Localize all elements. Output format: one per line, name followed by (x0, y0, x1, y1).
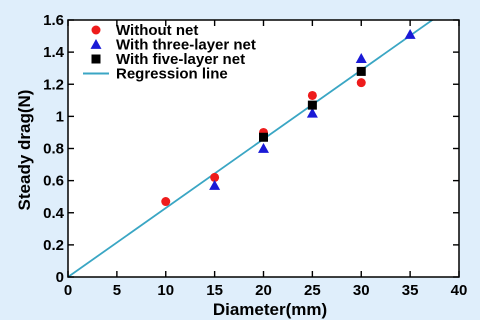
x-tick-label: 35 (402, 282, 419, 299)
x-tick-label: 10 (157, 282, 174, 299)
y-tick-label: 0.4 (43, 205, 65, 222)
x-tick-label: 15 (206, 282, 223, 299)
y-tick-label: 0 (56, 269, 64, 286)
y-tick-label: 0.6 (43, 173, 64, 190)
point-with-five-layer-net (307, 100, 317, 110)
regression-line (68, 20, 434, 277)
point-with-three-layer-net (306, 107, 318, 118)
y-tick-label: 1.2 (43, 76, 64, 93)
legend-marker-with-five-layer-net (91, 54, 101, 64)
points-layer (161, 28, 416, 207)
point-without-net (161, 197, 171, 207)
point-without-net (307, 90, 317, 100)
point-with-five-layer-net (356, 66, 366, 76)
legend-label-with-three-layer-net: With three-layer net (116, 37, 256, 54)
y-tick-label: 1 (56, 108, 64, 125)
x-tick-label: 20 (255, 282, 272, 299)
legend-marker-with-three-layer-net (90, 39, 102, 49)
x-tick-label: 0 (64, 282, 72, 299)
point-without-net (356, 78, 366, 88)
y-tick-label: 1.6 (43, 12, 64, 29)
y-axis-title: Steady drag(N) (15, 90, 34, 211)
y-tick-label: 0.2 (43, 237, 64, 254)
x-tick-label: 5 (113, 282, 121, 299)
legend-label-with-five-layer-net: With five-layer net (116, 51, 245, 68)
point-without-net (210, 172, 220, 182)
axes-layer: 0 5 10 15 20 25 30 35 40 0 0.2 0.4 0.6 0.8 1 1.2 1.4 1.6 (43, 12, 467, 299)
point-with-three-layer-net (209, 179, 221, 190)
x-axis-title: Diameter(mm) (213, 300, 327, 319)
legend-label-regression-line: Regression line (116, 66, 228, 83)
x-tick-label: 25 (304, 282, 321, 299)
y-tick-label: 1.4 (43, 44, 65, 61)
point-with-five-layer-net (259, 132, 268, 142)
y-tick-label: 0.8 (43, 141, 64, 158)
point-with-three-layer-net (258, 143, 269, 153)
legend-label-without-net: Without net (116, 22, 198, 39)
x-tick-label: 40 (451, 282, 468, 299)
legend-marker-without-net (91, 25, 101, 35)
x-tick-label: 30 (353, 282, 370, 299)
point-with-three-layer-net (355, 53, 367, 63)
point-with-three-layer-net (404, 28, 416, 39)
